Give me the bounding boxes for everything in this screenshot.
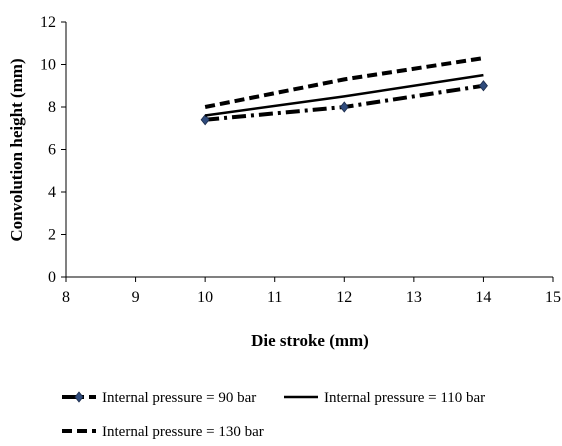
series-line	[204, 56, 484, 109]
series-3	[204, 56, 484, 109]
x-tick-label: 10	[197, 289, 213, 306]
legend-label: Internal pressure = 110 bar	[324, 390, 485, 406]
x-tick-label: 14	[475, 289, 491, 306]
x-tick-label: 8	[62, 289, 70, 306]
legend-marker	[74, 391, 84, 403]
series-line	[204, 73, 484, 117]
x-axis-title: Die stroke (mm)	[251, 331, 369, 350]
y-axis: 0 2 4 6 8 10 12	[40, 14, 67, 286]
y-tick-label: 0	[48, 269, 56, 286]
x-axis: 8 9 10 11 12 13 14 15	[62, 276, 561, 306]
x-tick-label: 9	[132, 289, 140, 306]
x-tick-label: 13	[406, 289, 422, 306]
legend-label: Internal pressure = 90 bar	[102, 390, 256, 406]
y-tick-label: 8	[48, 99, 56, 116]
data-point-marker	[339, 101, 349, 113]
x-tick-label: 11	[267, 289, 282, 306]
legend-item: Internal pressure = 90 bar	[62, 390, 256, 406]
legend: Internal pressure = 90 bar Internal press…	[62, 390, 485, 440]
y-tick-label: 2	[48, 227, 56, 244]
y-tick-label: 12	[40, 14, 56, 31]
legend-item: Internal pressure = 110 bar	[284, 390, 485, 406]
x-tick-label: 15	[545, 289, 561, 306]
y-tick-label: 10	[40, 57, 56, 74]
series-2	[204, 73, 484, 117]
y-axis-title: Convolution height (mm)	[7, 58, 26, 241]
series-1	[200, 80, 488, 126]
y-tick-label: 6	[48, 142, 56, 159]
series-layer	[200, 56, 488, 126]
x-tick-label: 12	[336, 289, 352, 306]
legend-label: Internal pressure = 130 bar	[102, 424, 264, 440]
y-tick-label: 4	[48, 184, 56, 201]
data-point-marker	[200, 114, 210, 126]
legend-item: Internal pressure = 130 bar	[62, 424, 264, 440]
data-point-marker	[478, 80, 488, 92]
